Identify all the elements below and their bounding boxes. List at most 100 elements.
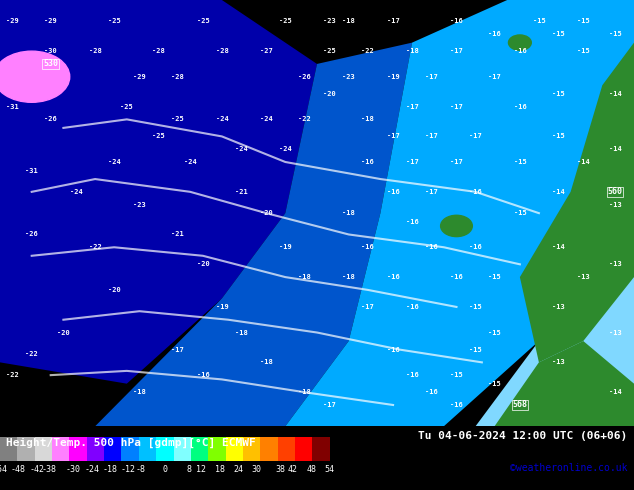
Text: -25: -25 [108,18,120,24]
Text: -17: -17 [387,18,399,24]
Bar [208,437,226,462]
Text: -18: -18 [342,210,355,216]
Text: -17: -17 [425,189,437,195]
Text: -23: -23 [342,74,355,80]
Text: -16: -16 [450,402,463,408]
Text: -15: -15 [552,133,564,140]
Text: -28: -28 [216,48,228,54]
Text: -16: -16 [406,304,418,310]
Text: -17: -17 [425,74,437,80]
Text: -24: -24 [260,116,273,122]
Text: -13: -13 [609,201,621,208]
Text: 38: 38 [276,465,286,473]
Bar [87,437,104,462]
Bar [313,437,330,462]
Text: -19: -19 [216,304,228,310]
Text: -27: -27 [260,48,273,54]
Circle shape [508,35,531,50]
Text: 18: 18 [215,465,225,473]
Text: -16: -16 [469,244,482,250]
Text: -16: -16 [514,48,526,54]
Text: -16: -16 [387,274,399,280]
Text: -18: -18 [342,274,355,280]
Text: -26: -26 [25,231,38,238]
Polygon shape [495,341,634,426]
Text: -16: -16 [514,103,526,110]
Text: -14: -14 [552,189,564,195]
Text: -24: -24 [216,116,228,122]
Text: -25: -25 [197,18,209,24]
Text: 42: 42 [288,465,298,473]
Text: -16: -16 [425,244,437,250]
Text: -18: -18 [342,18,355,24]
Text: -15: -15 [577,18,590,24]
Text: -14: -14 [552,244,564,250]
Text: -17: -17 [406,159,418,165]
Bar [295,437,313,462]
Text: -16: -16 [387,189,399,195]
Circle shape [441,215,472,237]
Text: -30: -30 [44,48,57,54]
Text: -24: -24 [235,146,247,152]
Text: -19: -19 [279,244,292,250]
Text: -24: -24 [84,465,99,473]
Text: -18: -18 [298,389,311,395]
Text: -22: -22 [361,48,374,54]
Text: -24: -24 [184,159,197,165]
Text: -22: -22 [6,372,19,378]
Text: -38: -38 [41,465,56,473]
Text: -23: -23 [323,18,336,24]
Text: -18: -18 [235,329,247,336]
Text: -13: -13 [609,261,621,268]
Text: -13: -13 [577,274,590,280]
Text: -16: -16 [197,372,209,378]
Bar [35,437,52,462]
Text: -8: -8 [136,465,145,473]
Text: 560: 560 [607,187,623,196]
Text: -21: -21 [235,189,247,195]
Text: -12: -12 [120,465,136,473]
Text: -15: -15 [609,31,621,37]
Polygon shape [0,0,317,384]
Text: -30: -30 [66,465,81,473]
Polygon shape [95,43,412,426]
Text: -15: -15 [450,372,463,378]
Text: -15: -15 [552,91,564,97]
Text: -26: -26 [298,74,311,80]
Text: 8: 8 [187,465,191,473]
Polygon shape [476,213,634,426]
Text: -17: -17 [469,133,482,140]
Text: -22: -22 [298,116,311,122]
Text: -23: -23 [133,201,146,208]
Text: 568: 568 [512,400,527,410]
Text: -15: -15 [533,18,545,24]
Text: -13: -13 [609,329,621,336]
Bar [191,437,208,462]
Text: -19: -19 [387,74,399,80]
Text: -25: -25 [152,133,165,140]
Text: -28: -28 [89,48,101,54]
Bar [174,437,191,462]
Text: -26: -26 [44,116,57,122]
Text: -17: -17 [406,103,418,110]
Text: -15: -15 [488,329,501,336]
Text: -42: -42 [29,465,44,473]
Polygon shape [520,43,634,363]
Text: -20: -20 [323,91,336,97]
Bar [261,437,278,462]
Text: -29: -29 [133,74,146,80]
Text: -22: -22 [89,244,101,250]
Text: -16: -16 [450,274,463,280]
Text: -15: -15 [488,381,501,387]
Text: -29: -29 [6,18,19,24]
Text: -16: -16 [387,346,399,353]
Text: -14: -14 [609,146,621,152]
Text: -16: -16 [425,389,437,395]
Text: -16: -16 [361,159,374,165]
Text: -25: -25 [171,116,184,122]
Text: -14: -14 [609,389,621,395]
Text: 48: 48 [306,465,316,473]
Text: -17: -17 [488,74,501,80]
Bar [226,437,243,462]
Text: -13: -13 [552,304,564,310]
